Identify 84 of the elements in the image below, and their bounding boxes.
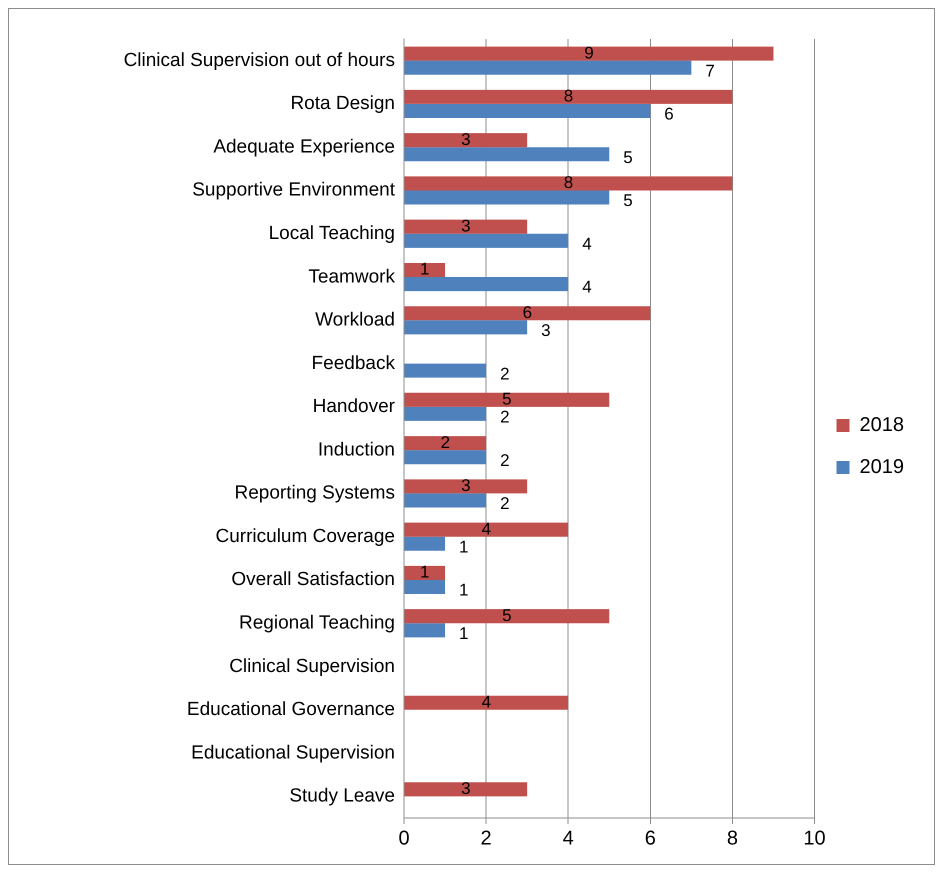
y-tick-label: Supportive Environment — [192, 180, 396, 201]
x-tick-label: 6 — [644, 828, 656, 850]
data-label: 5 — [623, 148, 633, 167]
data-label: 4 — [482, 692, 492, 712]
data-label: 6 — [664, 104, 674, 124]
y-tick-label: Adequate Experience — [213, 136, 395, 158]
bar — [404, 566, 446, 580]
data-label: 5 — [502, 606, 512, 625]
bar — [404, 133, 528, 148]
legend-label: 2018 — [860, 414, 904, 436]
bar — [404, 104, 650, 118]
y-tick-label: Rota Design — [290, 93, 395, 114]
data-label: 8 — [564, 173, 574, 192]
data-label: 5 — [623, 191, 633, 210]
y-tick-label: Local Teaching — [268, 222, 395, 244]
x-tick-label: 0 — [398, 828, 410, 850]
bar — [404, 493, 486, 508]
bar — [404, 364, 486, 378]
bar — [404, 320, 528, 334]
data-label: 3 — [461, 216, 471, 236]
bar — [404, 60, 692, 75]
data-label: 3 — [461, 779, 471, 798]
data-label: 8 — [564, 86, 574, 106]
data-label: 3 — [541, 321, 551, 340]
data-label: 1 — [420, 260, 430, 279]
y-tick-label: Workload — [315, 310, 395, 331]
y-tick-label: Study Leave — [289, 786, 395, 807]
data-label: 1 — [420, 562, 430, 582]
bar — [404, 46, 774, 61]
data-label: 9 — [584, 43, 594, 62]
y-tick-label: Teamwork — [308, 266, 396, 288]
bar — [404, 277, 568, 292]
bar — [404, 406, 486, 421]
x-tick-label: 4 — [562, 828, 574, 850]
bar — [404, 450, 486, 464]
bar — [404, 609, 610, 624]
data-label: 2 — [500, 494, 510, 514]
data-label: 7 — [705, 61, 715, 80]
bar — [404, 580, 446, 594]
bar — [404, 392, 610, 407]
x-tick-label: 8 — [726, 828, 738, 850]
bar — [404, 220, 528, 234]
x-tick-label: 10 — [803, 828, 826, 850]
y-tick-label: Overall Satisfaction — [231, 569, 395, 590]
y-tick-label: Induction — [318, 439, 395, 460]
data-label: 4 — [582, 234, 592, 254]
y-tick-label: Clinical Supervision — [229, 656, 395, 677]
bar — [404, 190, 610, 205]
y-tick-label: Feedback — [312, 352, 396, 374]
bar — [404, 479, 528, 494]
bar — [404, 90, 732, 104]
data-label: 1 — [459, 537, 469, 556]
data-label: 5 — [502, 390, 512, 409]
data-label: 3 — [461, 130, 471, 149]
data-label: 6 — [522, 302, 532, 322]
data-label: 2 — [500, 364, 510, 384]
bar — [404, 536, 446, 551]
bar — [404, 522, 568, 537]
bar — [404, 696, 568, 710]
data-label: 4 — [482, 519, 492, 538]
bar — [404, 262, 446, 278]
bar — [404, 147, 610, 162]
data-label: 1 — [459, 580, 469, 600]
bar — [404, 782, 528, 796]
data-label: 4 — [582, 278, 592, 297]
bar — [404, 306, 650, 320]
bar — [404, 436, 486, 450]
bar — [404, 234, 568, 248]
y-tick-label: Curriculum Coverage — [215, 526, 395, 547]
data-label: 1 — [459, 624, 469, 643]
y-tick-label: Regional Teaching — [239, 612, 395, 634]
bar — [404, 623, 446, 638]
legend-label: 2019 — [860, 456, 904, 478]
data-label: 2 — [500, 408, 510, 427]
y-tick-label: Educational Governance — [186, 699, 395, 720]
bar — [404, 176, 732, 190]
y-tick-label: Handover — [312, 396, 396, 418]
y-tick-label: Educational Supervision — [191, 742, 395, 764]
y-tick-label: Clinical Supervision out of hours — [124, 50, 395, 71]
y-tick-label: Reporting Systems — [234, 482, 395, 504]
data-label: 3 — [461, 476, 471, 496]
data-label: 2 — [500, 450, 510, 470]
data-label: 2 — [440, 432, 450, 452]
x-tick-label: 2 — [480, 828, 492, 850]
